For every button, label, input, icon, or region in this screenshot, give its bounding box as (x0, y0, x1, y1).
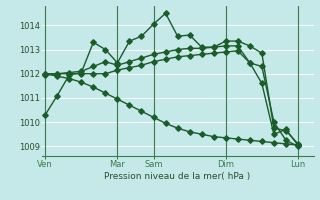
X-axis label: Pression niveau de la mer( hPa ): Pression niveau de la mer( hPa ) (104, 172, 251, 181)
